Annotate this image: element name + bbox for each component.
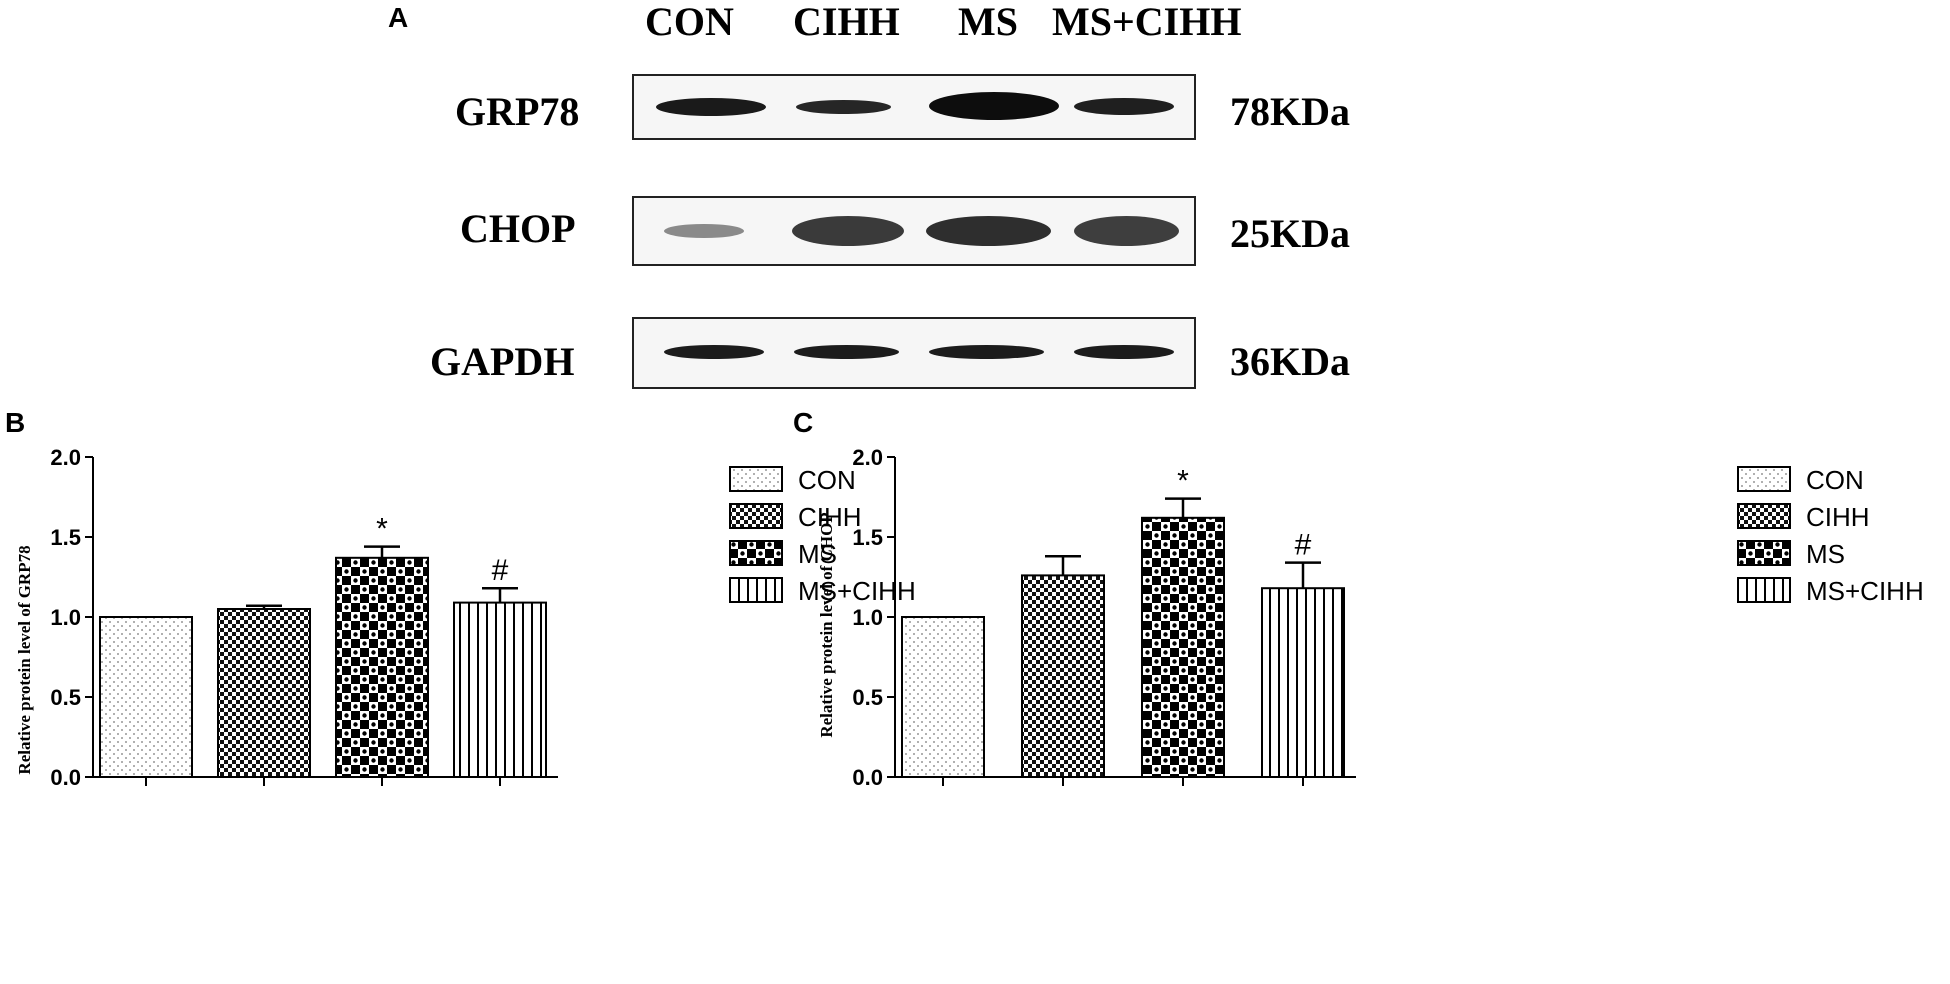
band-gapdh-ms [929, 345, 1044, 359]
band-gapdh-cihh [794, 345, 899, 359]
bar-ms [335, 556, 429, 778]
legend-swatch-ms [1737, 540, 1791, 566]
y-tick-label: 0.0 [852, 765, 883, 790]
band-chop-ms-cihh [1074, 216, 1179, 246]
legend-label-ms: MS [798, 539, 837, 569]
band-chop-ms [926, 216, 1051, 246]
band-chop-cihh [792, 216, 904, 246]
band-chop-con [664, 224, 744, 238]
blot-label-chop: CHOP [460, 206, 576, 251]
legend-swatch-cihh [729, 503, 783, 529]
band-gapdh-con [664, 345, 764, 359]
bar-ms [1141, 516, 1225, 778]
lane-label-ms: MS [958, 0, 1018, 44]
y-tick-label: 2.0 [50, 445, 81, 470]
panel-letter-c: C [793, 407, 813, 438]
blot-size-grp78: 78KDa [1230, 89, 1350, 134]
significance-mark: # [1295, 529, 1312, 562]
lane-label-cihh: CIHH [793, 0, 900, 44]
legend-swatch-ms-cihh [1737, 577, 1791, 603]
y-axis-title: Relative protein level of GRP78 [15, 545, 34, 774]
bar-con [901, 616, 985, 778]
bar-ms-cihh [453, 601, 547, 778]
blot-grp78 [632, 74, 1196, 140]
bar-ms-cihh [1261, 587, 1345, 779]
panel-a-letter: A [388, 2, 409, 33]
blot-size-gapdh: 36KDa [1230, 339, 1350, 384]
blot-gapdh [632, 317, 1196, 389]
legend-label-con: CON [798, 465, 856, 495]
y-tick-label: 1.0 [852, 605, 883, 630]
legend-swatch-ms-cihh [729, 577, 783, 603]
legend-swatch-cihh [1737, 503, 1791, 529]
bar-cihh [1021, 574, 1105, 779]
band-grp78-con [656, 98, 766, 116]
y-tick-label: 0.5 [852, 685, 883, 710]
legend-label-ms-cihh: MS+CIHH [1806, 576, 1924, 606]
legend-swatch-ms [729, 540, 783, 566]
y-tick-label: 2.0 [852, 445, 883, 470]
blot-size-chop: 25KDa [1230, 211, 1350, 256]
significance-mark: # [492, 554, 509, 587]
band-grp78-ms-cihh [1074, 98, 1174, 115]
band-gapdh-ms-cihh [1074, 345, 1174, 359]
chart-panel-c: C 0.0 0.5 1.0 1.5 2.0 Relative protein level o… [793, 407, 1924, 790]
significance-mark: * [1177, 465, 1189, 498]
legend-label-con: CON [1806, 465, 1864, 495]
blot-label-gapdh: GAPDH [430, 339, 575, 384]
y-tick-label: 1.5 [852, 525, 883, 550]
legend-label-ms-cihh: MS+CIHH [798, 576, 916, 606]
y-axis-title: Relative protein level of CHOP [817, 512, 836, 737]
y-tick-label: 1.5 [50, 525, 81, 550]
legend-label-cihh: CIHH [1806, 502, 1870, 532]
blot-chop [632, 196, 1196, 266]
lane-label-con: CON [645, 0, 734, 44]
significance-mark: * [376, 513, 388, 546]
legend-swatch-con [1737, 466, 1791, 492]
blot-label-grp78: GRP78 [455, 89, 580, 134]
bar-cihh [217, 608, 311, 778]
band-grp78-cihh [796, 100, 891, 114]
legend-label-ms: MS [1806, 539, 1845, 569]
panel-letter-b: B [5, 407, 25, 438]
y-tick-label: 0.0 [50, 765, 81, 790]
lane-label-ms-cihh: MS+CIHH [1052, 0, 1242, 44]
band-grp78-ms [929, 92, 1059, 120]
y-tick-label: 1.0 [50, 605, 81, 630]
legend-label-cihh: CIHH [798, 502, 862, 532]
bar-con [99, 616, 193, 778]
chart-panel-b: B 0.0 0.5 1.0 1.5 2.0 Relative protein level o… [5, 407, 916, 790]
y-tick-label: 0.5 [50, 685, 81, 710]
legend-swatch-con [729, 466, 783, 492]
